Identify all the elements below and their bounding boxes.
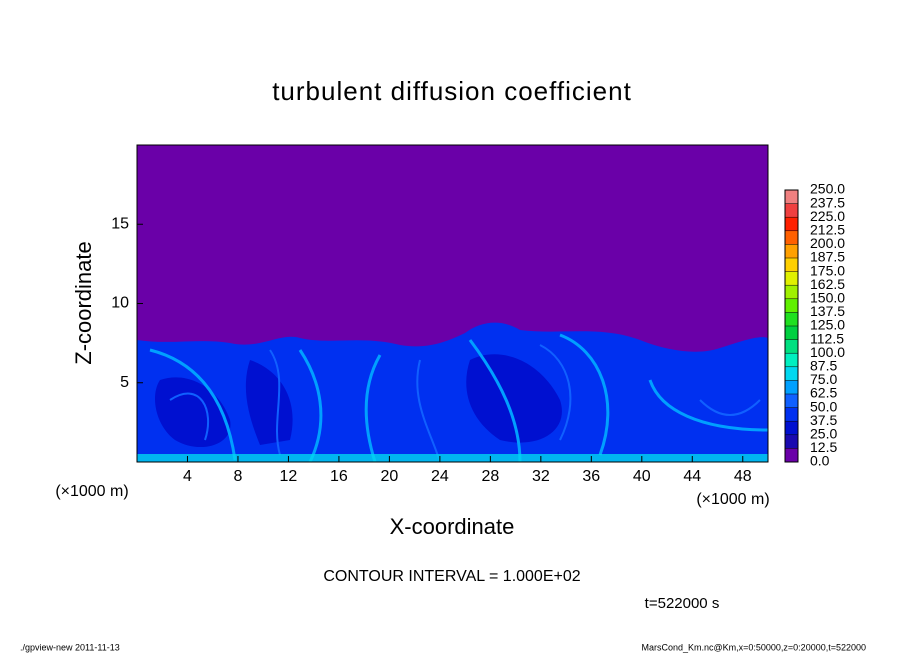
contour-interval: CONTOUR INTERVAL = 1.000E+02 bbox=[323, 568, 580, 585]
x-tick-label: 32 bbox=[532, 468, 550, 485]
colorbar-cell bbox=[785, 298, 798, 313]
footer-left: ./gpview-new 2011-11-13 bbox=[20, 642, 120, 652]
time-label: t=522000 s bbox=[645, 595, 720, 612]
colorbar-label: 212.5 bbox=[810, 222, 845, 238]
colorbar-cell bbox=[785, 271, 798, 286]
colorbar-cell bbox=[785, 380, 798, 394]
colorbar-cell bbox=[785, 421, 798, 435]
colorbar-label: 25.0 bbox=[810, 426, 837, 442]
field-region bbox=[137, 322, 768, 462]
colorbar-label: 87.5 bbox=[810, 358, 837, 374]
colorbar-cell bbox=[785, 312, 798, 326]
colorbar-label: 187.5 bbox=[810, 249, 845, 265]
footer-right: MarsCond_Km.nc@Km,x=0:50000,z=0:20000,t=… bbox=[641, 642, 866, 652]
colorbar-label: 200.0 bbox=[810, 235, 845, 251]
y-tick-label: 5 bbox=[120, 374, 129, 391]
x-tick-label: 28 bbox=[481, 468, 499, 485]
colorbar-cell bbox=[785, 434, 798, 449]
colorbar-label: 0.0 bbox=[810, 453, 830, 469]
colorbar-label: 250.0 bbox=[810, 181, 845, 197]
colorbar-cell bbox=[785, 448, 798, 462]
colorbar-cell bbox=[785, 230, 798, 245]
colorbar-cell bbox=[785, 366, 798, 381]
x-unit-label: (×1000 m) bbox=[696, 491, 769, 508]
colorbar-label: 162.5 bbox=[810, 276, 845, 292]
colorbar-cell bbox=[785, 285, 798, 299]
field-region bbox=[155, 354, 562, 448]
colorbar-cell bbox=[785, 190, 798, 204]
field-region bbox=[149, 333, 769, 463]
x-tick-label: 20 bbox=[381, 468, 399, 485]
y-unit-label: (×1000 m) bbox=[55, 483, 128, 500]
x-tick-label: 16 bbox=[330, 468, 348, 485]
x-tick-label: 24 bbox=[431, 468, 449, 485]
y-axis-label: Z-coordinate bbox=[71, 241, 96, 365]
colorbar-label: 175.0 bbox=[810, 262, 845, 278]
colorbar-label: 75.0 bbox=[810, 371, 837, 387]
colorbar-label: 150.0 bbox=[810, 290, 845, 306]
colorbar-label: 50.0 bbox=[810, 398, 837, 414]
colorbar-cell bbox=[785, 217, 798, 231]
field-region bbox=[169, 344, 761, 463]
colorbar-label: 12.5 bbox=[810, 439, 837, 455]
colorbar-label: 137.5 bbox=[810, 303, 845, 319]
x-tick-label: 12 bbox=[280, 468, 298, 485]
x-tick-label: 40 bbox=[633, 468, 651, 485]
x-tick-label: 44 bbox=[683, 468, 701, 485]
x-tick-label: 8 bbox=[234, 468, 243, 485]
colorbar-cell bbox=[785, 244, 798, 258]
colorbar-label: 125.0 bbox=[810, 317, 845, 333]
colorbar-cell bbox=[785, 407, 798, 422]
colorbar-cell bbox=[785, 258, 798, 272]
x-tick-label: 4 bbox=[183, 468, 192, 485]
x-tick-label: 48 bbox=[734, 468, 752, 485]
colorbar-cell bbox=[785, 326, 798, 340]
field-region bbox=[137, 454, 768, 462]
colorbar-label: 112.5 bbox=[810, 330, 844, 346]
colorbar-cell bbox=[785, 353, 798, 367]
colorbar-cell bbox=[785, 339, 798, 354]
colorbar-label: 237.5 bbox=[810, 194, 845, 210]
x-tick-label: 36 bbox=[582, 468, 600, 485]
colorbar-label: 62.5 bbox=[810, 385, 837, 401]
colorbar-cell bbox=[785, 203, 798, 218]
colorbar-cell bbox=[785, 394, 798, 408]
x-axis-label: X-coordinate bbox=[390, 514, 515, 539]
chart-title: turbulent diffusion coefficient bbox=[272, 76, 632, 106]
colorbar-label: 37.5 bbox=[810, 412, 837, 428]
y-tick-label: 15 bbox=[111, 215, 129, 232]
colorbar-label: 225.0 bbox=[810, 208, 845, 224]
y-tick-label: 10 bbox=[111, 295, 129, 312]
colorbar-label: 100.0 bbox=[810, 344, 845, 360]
